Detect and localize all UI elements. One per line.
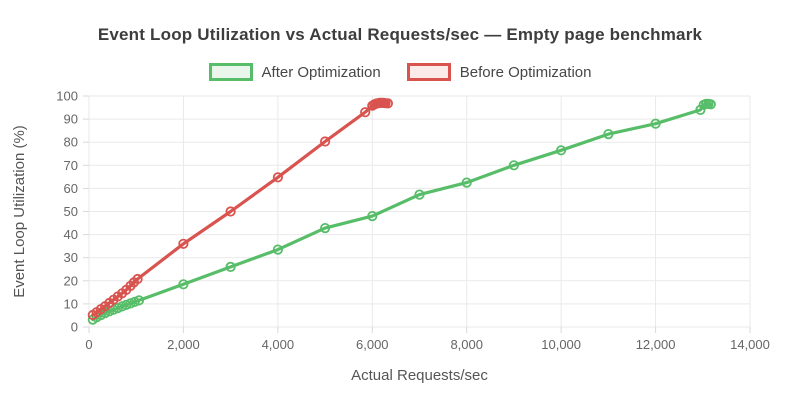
legend-label-before-optimization: Before Optimization: [459, 63, 592, 81]
svg-text:6,000: 6,000: [356, 337, 389, 352]
svg-text:10,000: 10,000: [541, 337, 581, 352]
svg-text:0: 0: [85, 337, 92, 352]
line-chart: 0 10 20 30 40 50 60 70 80 90 100 0 2,000 4,000 6,000 8,…: [11, 89, 770, 385]
svg-text:100: 100: [56, 90, 78, 104]
svg-text:10: 10: [64, 296, 78, 311]
svg-text:90: 90: [64, 112, 78, 127]
legend-item-before-optimization[interactable]: Before Optimization: [406, 63, 592, 81]
legend-swatch-red-icon: [406, 63, 451, 81]
chart-title: Event Loop Utilization vs Actual Request…: [97, 25, 703, 44]
svg-text:4,000: 4,000: [262, 337, 295, 352]
svg-text:30: 30: [64, 250, 78, 265]
svg-text:Actual Requests/sec: Actual Requests/sec: [351, 367, 488, 384]
legend-swatch-green-icon: [208, 63, 253, 81]
svg-text:60: 60: [64, 181, 78, 196]
plot-area: 0 10 20 30 40 50 60 70 80 90 100 0 2,000 4,000 6,000 8,…: [0, 89, 800, 411]
svg-text:40: 40: [64, 227, 78, 242]
svg-text:70: 70: [64, 158, 78, 173]
svg-text:8,000: 8,000: [450, 337, 483, 352]
svg-text:20: 20: [64, 273, 78, 288]
legend: After Optimization Before Optimization: [0, 62, 800, 82]
svg-text:50: 50: [64, 204, 78, 219]
svg-text:12,000: 12,000: [636, 337, 676, 352]
svg-text:0: 0: [71, 320, 78, 335]
svg-text:14,000: 14,000: [730, 337, 770, 352]
svg-text:80: 80: [64, 135, 78, 150]
svg-text:2,000: 2,000: [167, 337, 200, 352]
svg-text:Event Loop Utilization (%): Event Loop Utilization (%): [11, 125, 28, 298]
legend-label-after-optimization: After Optimization: [261, 63, 381, 81]
legend-item-after-optimization[interactable]: After Optimization: [208, 63, 381, 81]
